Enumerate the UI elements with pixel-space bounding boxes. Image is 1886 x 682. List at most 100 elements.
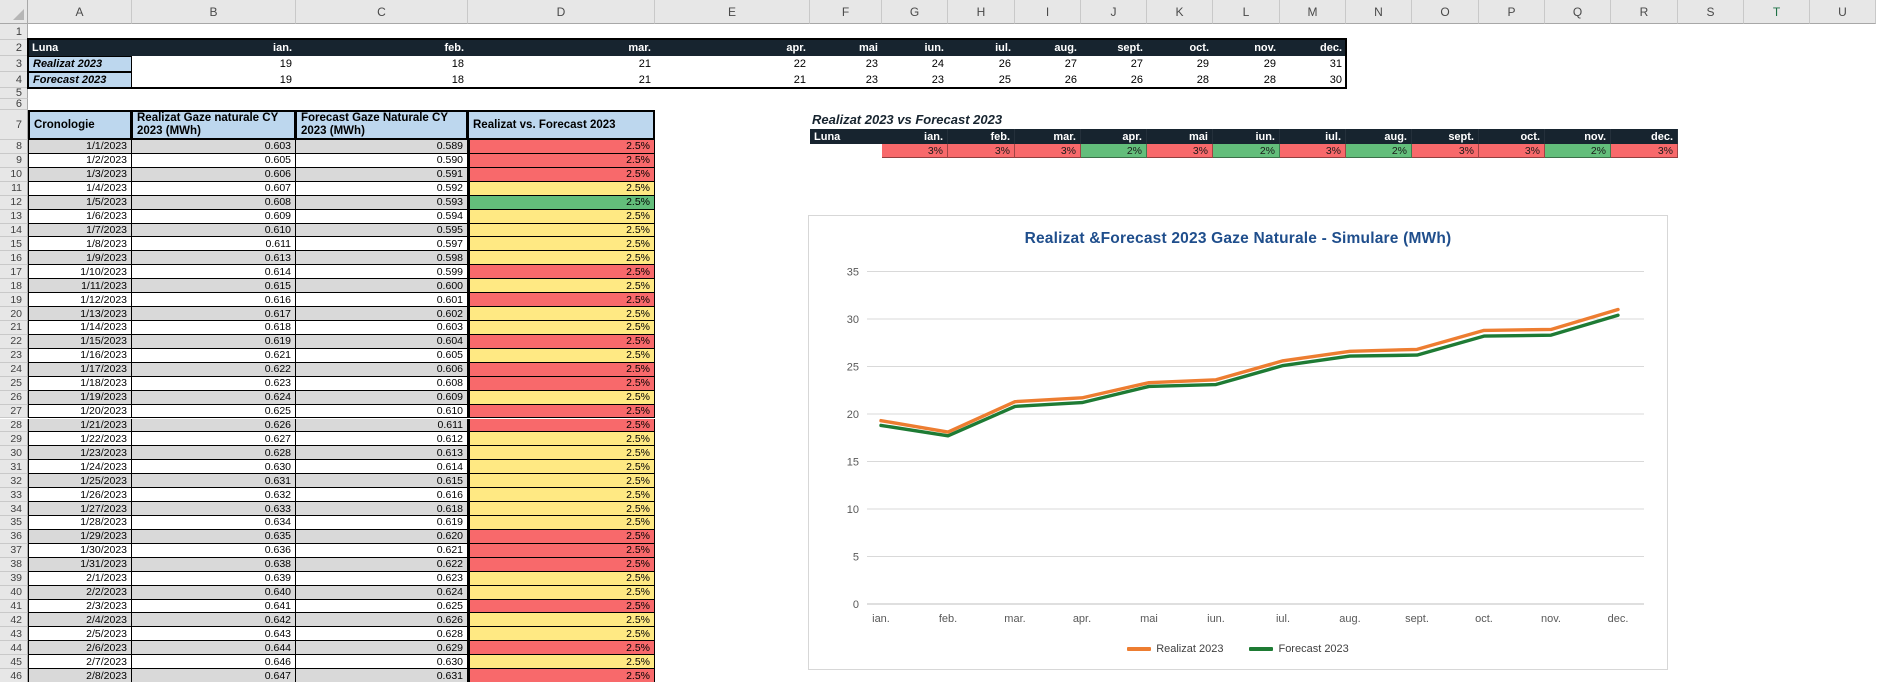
row-header-35[interactable]: 35 [0,515,28,530]
comparison-month-header[interactable]: nov. [1545,129,1611,144]
daily-delta-cell[interactable]: 2.5% [468,404,655,419]
daily-realizat-cell[interactable]: 0.622 [132,362,296,377]
daily-forecast-cell[interactable]: 0.599 [296,265,468,280]
row-header-39[interactable]: 39 [0,571,28,586]
column-header-H[interactable]: H [948,0,1015,24]
monthly-value-cell[interactable]: 29 [1213,56,1280,72]
row-header-1[interactable]: 1 [0,24,28,40]
row-header-24[interactable]: 24 [0,362,28,377]
daily-table-header[interactable]: Realizat vs. Forecast 2023 [468,110,655,140]
monthly-value-cell[interactable]: 28 [1147,72,1213,88]
daily-forecast-cell[interactable]: 0.614 [296,460,468,475]
monthly-value-cell[interactable]: 26 [1081,72,1147,88]
daily-realizat-cell[interactable]: 0.611 [132,237,296,252]
daily-realizat-cell[interactable]: 0.626 [132,418,296,433]
daily-date-cell[interactable]: 2/2/2023 [28,585,132,600]
daily-delta-cell[interactable]: 2.5% [468,334,655,349]
daily-table-header[interactable]: Forecast Gaze Naturale CY 2023 (MWh) [296,110,468,140]
daily-date-cell[interactable]: 2/4/2023 [28,613,132,628]
daily-forecast-cell[interactable]: 0.609 [296,390,468,405]
daily-forecast-cell[interactable]: 0.589 [296,140,468,154]
daily-delta-cell[interactable]: 2.5% [468,167,655,182]
daily-forecast-cell[interactable]: 0.608 [296,376,468,391]
daily-delta-cell[interactable]: 2.5% [468,585,655,600]
daily-delta-cell[interactable]: 2.5% [468,390,655,405]
column-header-S[interactable]: S [1678,0,1744,24]
daily-realizat-cell[interactable]: 0.644 [132,641,296,656]
daily-delta-cell[interactable]: 2.5% [468,181,655,196]
column-header-L[interactable]: L [1213,0,1280,24]
select-all-button[interactable] [0,0,28,24]
monthly-header-month[interactable]: mar. [628,42,651,54]
daily-realizat-cell[interactable]: 0.646 [132,655,296,670]
daily-forecast-cell[interactable]: 0.631 [296,669,468,682]
row-header-18[interactable]: 18 [0,279,28,294]
daily-delta-cell[interactable]: 2.5% [468,515,655,530]
row-header-8[interactable]: 8 [0,140,28,154]
daily-forecast-cell[interactable]: 0.590 [296,153,468,168]
daily-forecast-cell[interactable]: 0.611 [296,418,468,433]
daily-realizat-cell[interactable]: 0.605 [132,153,296,168]
daily-forecast-cell[interactable]: 0.616 [296,488,468,503]
row-header-27[interactable]: 27 [0,404,28,419]
daily-forecast-cell[interactable]: 0.630 [296,655,468,670]
daily-delta-cell[interactable]: 2.5% [468,195,655,210]
daily-date-cell[interactable]: 1/26/2023 [28,488,132,503]
daily-realizat-cell[interactable]: 0.619 [132,334,296,349]
daily-delta-cell[interactable]: 2.5% [468,529,655,544]
legend-item-realizat[interactable]: Realizat 2023 [1127,643,1223,655]
daily-forecast-cell[interactable]: 0.629 [296,641,468,656]
daily-forecast-cell[interactable]: 0.628 [296,627,468,642]
monthly-value-cell[interactable]: 26 [1015,72,1081,88]
monthly-value-cell[interactable]: 27 [1015,56,1081,72]
column-header-C[interactable]: C [296,0,468,24]
row-header-26[interactable]: 26 [0,390,28,405]
daily-date-cell[interactable]: 1/16/2023 [28,348,132,363]
row-header-31[interactable]: 31 [0,460,28,475]
daily-realizat-cell[interactable]: 0.603 [132,140,296,154]
daily-delta-cell[interactable]: 2.5% [468,460,655,475]
daily-realizat-cell[interactable]: 0.607 [132,181,296,196]
daily-delta-cell[interactable]: 2.5% [468,348,655,363]
daily-date-cell[interactable]: 2/7/2023 [28,655,132,670]
daily-date-cell[interactable]: 2/3/2023 [28,599,132,614]
daily-forecast-cell[interactable]: 0.620 [296,529,468,544]
row-header-9[interactable]: 9 [0,153,28,168]
row-header-32[interactable]: 32 [0,474,28,489]
daily-realizat-cell[interactable]: 0.631 [132,474,296,489]
daily-delta-cell[interactable]: 2.5% [468,488,655,503]
row-header-42[interactable]: 42 [0,613,28,628]
comparison-luna-label[interactable]: Luna [810,129,882,144]
row-header-12[interactable]: 12 [0,195,28,210]
daily-realizat-cell[interactable]: 0.647 [132,669,296,682]
daily-forecast-cell[interactable]: 0.623 [296,571,468,586]
daily-date-cell[interactable]: 1/21/2023 [28,418,132,433]
column-header-J[interactable]: J [1081,0,1147,24]
comparison-month-header[interactable]: ian. [882,129,948,144]
daily-realizat-cell[interactable]: 0.609 [132,209,296,224]
daily-forecast-cell[interactable]: 0.610 [296,404,468,419]
monthly-value-cell[interactable]: 18 [296,56,468,72]
column-header-K[interactable]: K [1147,0,1213,24]
row-header-20[interactable]: 20 [0,307,28,322]
monthly-value-cell[interactable]: 26 [948,56,1015,72]
daily-realizat-cell[interactable]: 0.618 [132,321,296,335]
monthly-table-corner-label[interactable]: Luna [32,42,59,54]
daily-date-cell[interactable]: 2/5/2023 [28,627,132,642]
row-header-30[interactable]: 30 [0,446,28,461]
daily-delta-cell[interactable]: 2.5% [468,641,655,656]
column-header-P[interactable]: P [1479,0,1545,24]
daily-realizat-cell[interactable]: 0.614 [132,265,296,280]
column-header-U[interactable]: U [1810,0,1876,24]
monthly-value-cell[interactable]: 23 [882,72,948,88]
daily-table-header[interactable]: Cronologie [28,110,132,140]
daily-forecast-cell[interactable]: 0.591 [296,167,468,182]
column-header-R[interactable]: R [1611,0,1678,24]
monthly-header-month[interactable]: oct. [1189,42,1209,54]
monthly-header-month[interactable]: dec. [1319,42,1342,54]
daily-date-cell[interactable]: 1/1/2023 [28,140,132,154]
daily-delta-cell[interactable]: 2.5% [468,655,655,670]
monthly-row-label[interactable]: Realizat 2023 [28,56,132,72]
daily-realizat-cell[interactable]: 0.621 [132,348,296,363]
daily-date-cell[interactable]: 1/19/2023 [28,390,132,405]
